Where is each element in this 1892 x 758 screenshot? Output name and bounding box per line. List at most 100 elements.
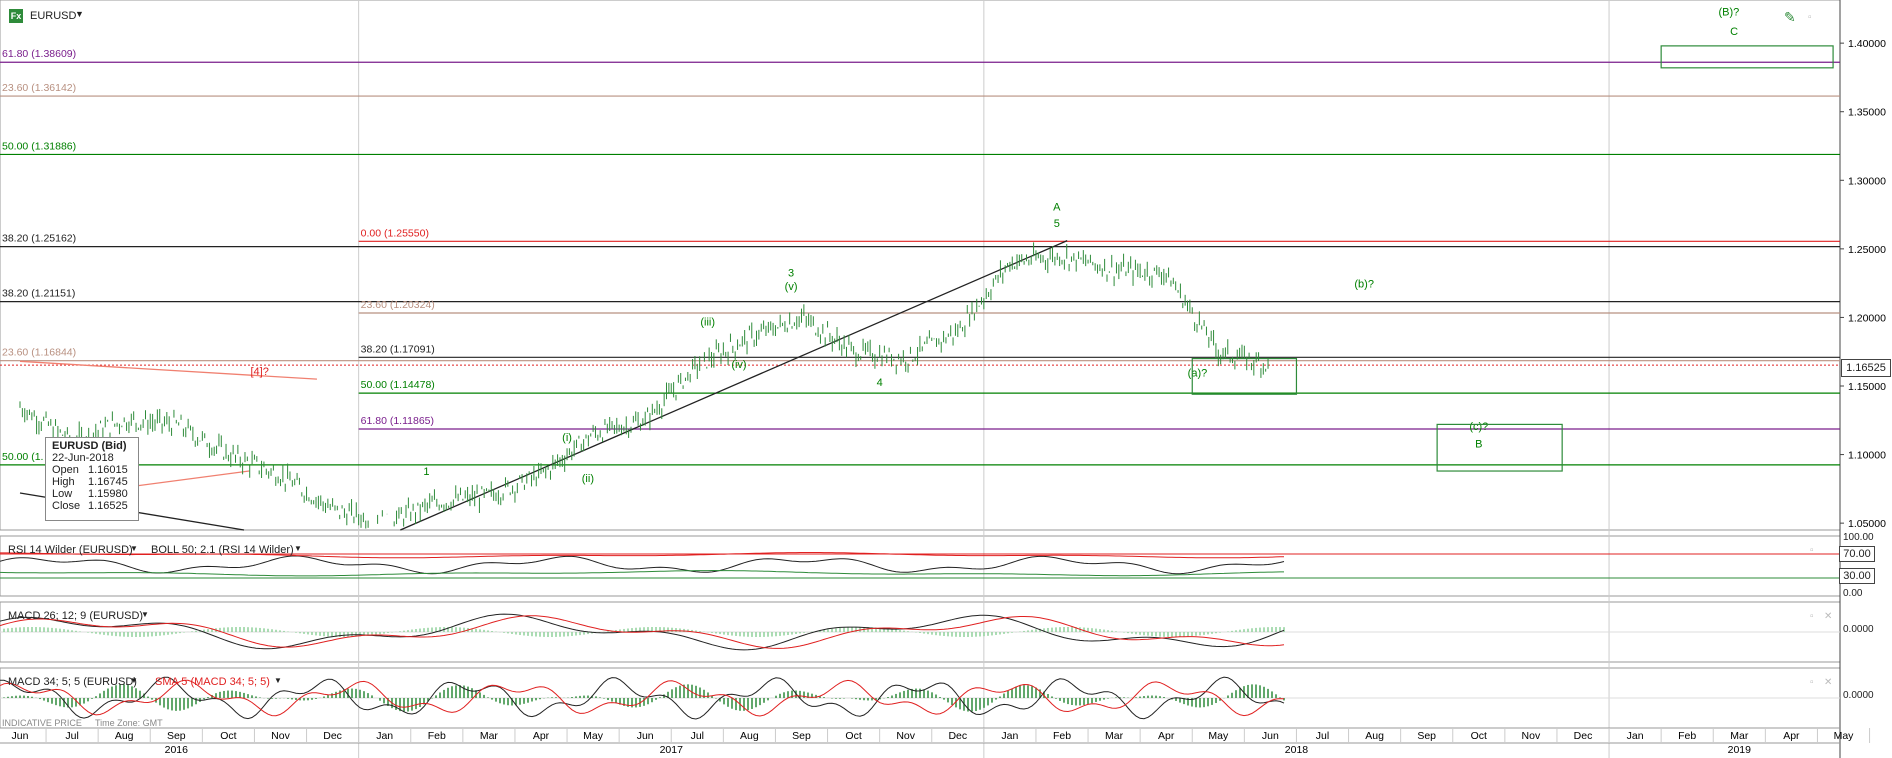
month-tick-24: Jun	[1262, 730, 1279, 742]
info-close-row: Close 1.16525	[52, 500, 128, 512]
fib-label-2: 50.00 (1.31886)	[2, 140, 76, 152]
wave-label-3: (ii)	[582, 473, 594, 485]
rsi-restore-icon[interactable]: ▫	[1810, 545, 1814, 556]
price-bars	[19, 242, 1269, 529]
wave-label-8: 4	[877, 377, 883, 389]
month-tick-13: Jul	[691, 730, 704, 742]
y-tick-6: 1.10000	[1848, 450, 1886, 462]
month-tick-19: Jan	[1001, 730, 1018, 742]
month-tick-18: Dec	[948, 730, 967, 742]
month-tick-34: Apr	[1783, 730, 1800, 742]
month-tick-20: Feb	[1053, 730, 1071, 742]
month-tick-16: Oct	[845, 730, 861, 742]
fib-label-0: 61.80 (1.38609)	[2, 48, 76, 60]
month-tick-5: Nov	[271, 730, 290, 742]
wave-label-4: (iii)	[700, 317, 715, 329]
wave-label-14: B	[1475, 439, 1482, 451]
wave-label-12: (a)?	[1188, 367, 1208, 379]
fib-label-1: 23.60 (1.36142)	[2, 82, 76, 94]
macd2-restore-icon[interactable]: ▫	[1810, 677, 1814, 688]
caret-down-icon[interactable]: ▼	[75, 9, 84, 19]
pencil-icon[interactable]: ✎	[1784, 9, 1796, 25]
wave-label-1: 1	[423, 466, 429, 478]
month-tick-31: Jan	[1627, 730, 1644, 742]
month-tick-21: Mar	[1105, 730, 1124, 742]
info-low-row: Low 1.15980	[52, 488, 128, 500]
wave-label-0: [4]?	[250, 366, 268, 378]
wave-label-10: 5	[1054, 218, 1060, 230]
fib-label-11: 50.00 (1.	[2, 451, 43, 463]
year-tick-1: 2017	[660, 744, 684, 756]
y-tick-2: 1.30000	[1848, 175, 1886, 187]
trend-line-1	[19, 360, 318, 380]
macd2-sma-line	[0, 679, 1285, 717]
symbol-label[interactable]: EURUSD	[30, 10, 77, 22]
month-tick-35: May	[1834, 730, 1855, 742]
fib-label-3: 38.20 (1.25162)	[2, 233, 76, 245]
month-tick-4: Oct	[220, 730, 236, 742]
boll-caret-down-icon[interactable]: ▼	[294, 544, 302, 553]
y-tick-0: 1.40000	[1848, 38, 1886, 50]
boll-title[interactable]: BOLL 50; 2.1 (RSI 14 Wilder)	[151, 544, 294, 556]
y-tick-4: 1.20000	[1848, 312, 1886, 324]
month-tick-32: Feb	[1678, 730, 1696, 742]
info-date: 22-Jun-2018	[52, 452, 114, 464]
fib-label-6: 23.60 (1.20324)	[361, 299, 435, 311]
month-tick-25: Jul	[1316, 730, 1329, 742]
macd2-line	[0, 676, 1285, 720]
indicative-price-label: INDICATIVE PRICE	[2, 718, 82, 728]
wave-label-6: 3	[788, 267, 794, 279]
macd1-caret-down-icon[interactable]: ▼	[141, 610, 149, 619]
rsi-title[interactable]: RSI 14 Wilder (EURUSD)	[8, 544, 133, 556]
window-restore-icon[interactable]: ▫	[1808, 12, 1812, 23]
month-tick-17: Nov	[896, 730, 915, 742]
y-tick-3: 1.25000	[1848, 244, 1886, 256]
month-tick-0: Jun	[12, 730, 29, 742]
month-tick-33: Mar	[1730, 730, 1749, 742]
macd1-signal-line	[0, 615, 1285, 649]
target-box-1	[1436, 423, 1563, 472]
fib-label-9: 50.00 (1.14478)	[361, 379, 435, 391]
macd2-caret-down-icon[interactable]: ▼	[130, 676, 138, 685]
fib-label-8: 23.60 (1.16844)	[2, 347, 76, 359]
fib-label-7: 38.20 (1.17091)	[361, 343, 435, 355]
wave-label-13: (c)?	[1469, 421, 1488, 433]
target-box-2	[1660, 45, 1834, 69]
month-tick-6: Dec	[323, 730, 342, 742]
last-price-tag: 1.16525	[1841, 359, 1891, 377]
rsi-caret-down-icon[interactable]: ▼	[130, 544, 138, 553]
rsi-line	[0, 555, 1285, 575]
rsi-tick-70-tag: 70.00	[1839, 546, 1875, 562]
year-tick-2: 2018	[1285, 744, 1309, 756]
macd2-title[interactable]: MACD 34; 5; 5 (EURUSD)	[8, 676, 137, 688]
ohlc-info-box: EURUSD (Bid) 22-Jun-2018 Open 1.16015 Hig…	[45, 437, 139, 521]
month-tick-23: May	[1208, 730, 1229, 742]
rsi-tick-100: 100.00	[1843, 532, 1874, 543]
target-box-0	[1191, 357, 1298, 395]
month-tick-7: Jan	[376, 730, 393, 742]
macd1-close-icon[interactable]: ✕	[1824, 611, 1833, 622]
macd2-close-icon[interactable]: ✕	[1824, 677, 1833, 688]
rsi-tick-0: 0.00	[1843, 588, 1863, 599]
macd1-tick: 0.0000	[1843, 624, 1874, 635]
wave-label-9: A	[1053, 201, 1061, 213]
sma-caret-down-icon[interactable]: ▼	[274, 676, 282, 685]
wave-label-7: (v)	[785, 281, 798, 293]
month-tick-30: Dec	[1574, 730, 1593, 742]
wave-label-11: (b)?	[1354, 278, 1374, 290]
sma-title[interactable]: SMA 5 (MACD 34; 5; 5)	[155, 676, 270, 688]
boll-upper-line	[0, 552, 1285, 559]
month-tick-12: Jun	[637, 730, 654, 742]
month-tick-8: Feb	[428, 730, 446, 742]
boll-lower-line	[0, 570, 1284, 577]
macd1-restore-icon[interactable]: ▫	[1810, 611, 1814, 622]
info-title: EURUSD (Bid)	[52, 440, 127, 452]
main-panel-frame	[0, 0, 1841, 531]
macd1-title[interactable]: MACD 26; 12; 9 (EURUSD)	[8, 610, 144, 622]
fib-label-5: 38.20 (1.21151)	[2, 288, 75, 300]
rsi-tick-30-tag: 30.00	[1839, 568, 1875, 584]
month-tick-1: Jul	[65, 730, 78, 742]
month-tick-15: Sep	[792, 730, 811, 742]
month-tick-22: Apr	[1158, 730, 1175, 742]
